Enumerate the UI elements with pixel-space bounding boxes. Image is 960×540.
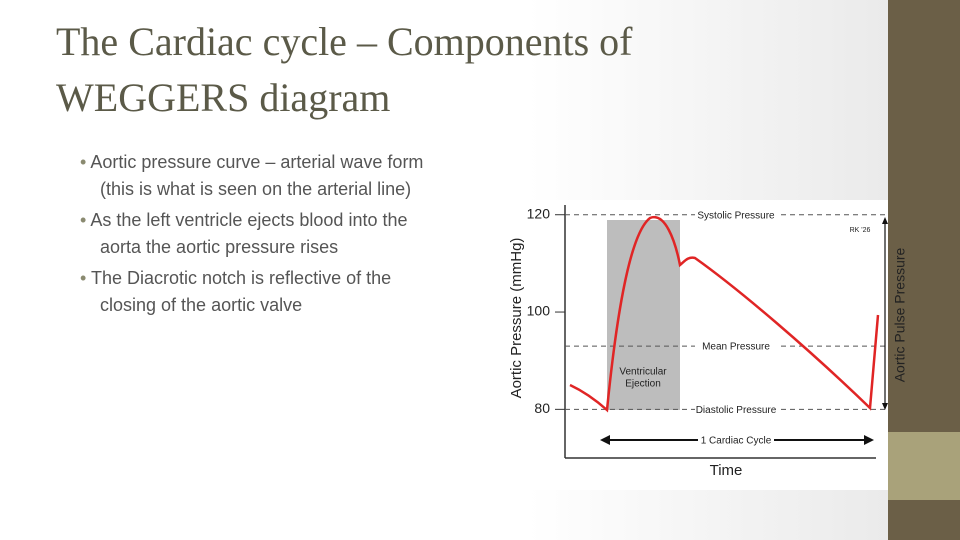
side-bar [888, 0, 960, 432]
ejection-label: Ejection [625, 379, 661, 390]
x-axis-label: Time [710, 462, 743, 479]
bullet-dot: • [80, 152, 91, 172]
chart-bg [500, 200, 888, 490]
label-bg [695, 401, 777, 418]
y-axis-label: Aortic Pressure (mmHg) [508, 238, 525, 399]
bullet-text: The Diacrotic notch is reflective of the [90, 268, 392, 288]
reference-label: Diastolic Pressure [696, 405, 777, 416]
y-tick-label: 100 [527, 303, 551, 319]
bullet-text: closing of the aortic valve [100, 295, 303, 315]
title: The Cardiac cycle – Components of [56, 19, 633, 64]
label-bg [698, 432, 774, 448]
bullet-line: closing of the aortic valve [100, 295, 302, 316]
bullet-line: aorta the aortic pressure rises [100, 237, 338, 258]
pulse-label: Aortic Pulse Pressure [892, 247, 908, 382]
title: WEGGERS diagram [56, 75, 391, 120]
pressure-curve [569, 215, 880, 413]
bullet-text: As the left ventricle ejects blood into … [90, 210, 408, 230]
side-bar [888, 500, 960, 540]
bullet-line: • The Diacrotic notch is reflective of t… [80, 268, 391, 289]
bullet-text: Aortic pressure curve – arterial wave fo… [90, 152, 424, 172]
reference-label: Systolic Pressure [697, 210, 775, 221]
bullet-text: aorta the aortic pressure rises [100, 237, 339, 257]
bullet-dot: • [80, 210, 91, 230]
bullet-text: (this is what is seen on the arterial li… [100, 179, 412, 199]
credit: RK '26 [850, 227, 871, 234]
label-bg [695, 206, 777, 223]
cycle-label: 1 Cardiac Cycle [701, 436, 772, 447]
reference-label: Mean Pressure [702, 342, 770, 353]
bullet-line: • Aortic pressure curve – arterial wave … [80, 152, 423, 173]
bullet-line: (this is what is seen on the arterial li… [100, 179, 411, 200]
bullet-dot: • [80, 268, 91, 288]
side-bar [888, 432, 960, 500]
bullet-line: • As the left ventricle ejects blood int… [80, 210, 408, 231]
ejection-label: Ventricular [619, 367, 667, 378]
y-tick-label: 120 [527, 205, 551, 221]
label-bg [695, 338, 777, 355]
y-tick-label: 80 [534, 400, 550, 416]
